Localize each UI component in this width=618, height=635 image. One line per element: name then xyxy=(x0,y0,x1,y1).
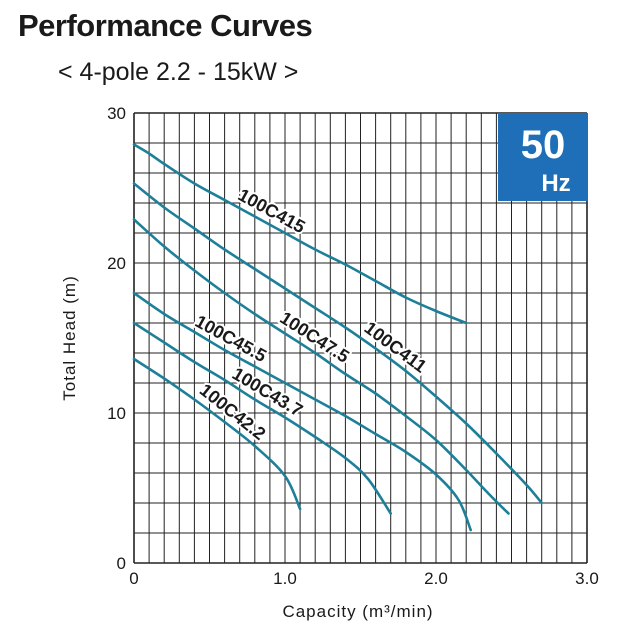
frequency-badge: 50 Hz xyxy=(498,113,588,201)
curve-100C42.2 xyxy=(132,357,302,511)
y-tick-label: 10 xyxy=(107,404,126,423)
x-tick-label: 2.0 xyxy=(424,569,448,588)
y-tick-label: 30 xyxy=(107,104,126,123)
curve-100C411 xyxy=(132,182,543,505)
chart-curve-labels: 100C415100C411100C47.5100C45.5100C43.710… xyxy=(190,183,433,446)
chart-ticks: 0 1.0 2.0 3.0 0 10 20 30 xyxy=(107,104,599,588)
curve-100C43.7 xyxy=(132,321,392,515)
curve-100C415 xyxy=(132,143,468,325)
x-tick-label: 1.0 xyxy=(273,569,297,588)
curve-100C45.5 xyxy=(132,291,472,532)
frequency-badge-unit: Hz xyxy=(541,170,570,197)
frequency-badge-number: 50 xyxy=(521,123,566,167)
y-tick-label: 20 xyxy=(107,254,126,273)
x-tick-label: 0 xyxy=(129,569,138,588)
curve-100C47.5 xyxy=(132,218,510,515)
y-axis-label: Total Head (m) xyxy=(60,275,79,400)
x-axis-label: Capacity (m³/min) xyxy=(282,602,433,621)
y-tick-label: 0 xyxy=(117,554,126,573)
frequency-badge-box xyxy=(498,113,588,201)
page-title: Performance Curves xyxy=(18,8,313,43)
chart-curves xyxy=(132,143,543,532)
x-tick-label: 3.0 xyxy=(575,569,599,588)
curve-label-100C411: 100C411 xyxy=(361,318,431,377)
page-subtitle: < 4-pole 2.2 - 15kW > xyxy=(58,58,299,86)
curve-label-100C47.5: 100C47.5 xyxy=(276,308,352,367)
